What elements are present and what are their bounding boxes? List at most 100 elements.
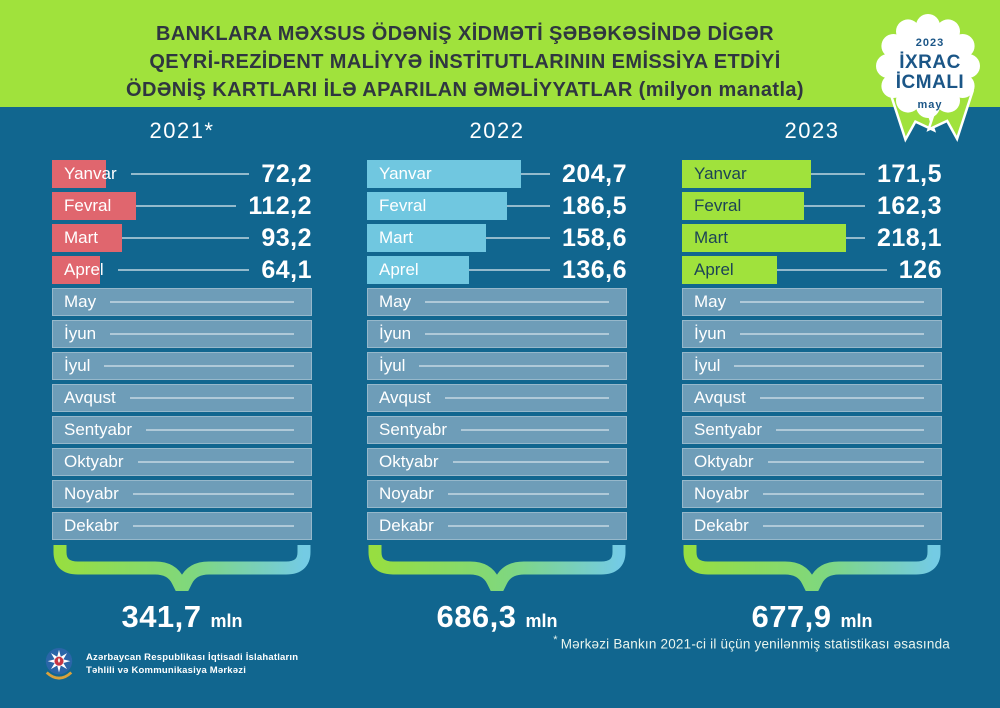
month-row-2023-Noyabr: Noyabr [682,480,942,508]
month-row-2021-Yanvar: Yanvar 72,2 [52,160,312,188]
month-label: Aprel [379,260,419,279]
title-line-3: ÖDƏNİŞ KARTLARI İLƏ APARILAN ƏMƏLİYYATLA… [126,79,804,101]
leader-line [146,429,294,431]
month-label: Avqust [64,388,116,407]
month-label: Yanvar [379,164,432,183]
badge-year: 2023 [915,37,945,49]
leader-line [425,301,609,303]
leader-line [767,461,924,463]
month-label: Aprel [694,260,734,279]
year-column-2023: 2023 Yanvar 171,5 Fevral 162,3 Mart 218,1 Aprel… [682,118,942,635]
month-row-2022-Yanvar: Yanvar 204,7 [367,160,627,188]
value-label: 171,5 [876,159,942,188]
badge-title-line1: İXRAC [899,52,961,73]
year-label-2023: 2023 [784,118,840,143]
year-total-number: 677,9 [751,599,832,634]
month-row-2022-Fevral: Fevral 186,5 [367,192,627,220]
leader-line [132,525,294,527]
month-row-2021-Sentyabr: Sentyabr [52,416,312,444]
leader-line [740,333,924,335]
footnote: * Mərkəzi Bankın 2021-ci il üçün yenilənm… [553,634,950,652]
value-label: 126 [898,255,942,284]
value-bar-2022-Aprel [367,256,470,284]
value-bar-2023-Fevral [682,192,804,220]
year-label-2022: 2022 [469,118,525,143]
month-label: Fevral [64,196,112,215]
footnote-marker: * [553,634,558,646]
month-row-2021-Avqust: Avqust [52,384,312,412]
month-label: Sentyabr [694,420,763,439]
sum-brace-2022 [367,538,627,596]
month-row-2021-Mart: Mart 93,2 [52,224,312,252]
month-row-2022-Mart: Mart 158,6 [367,224,627,252]
year-total-unit: mln [525,611,558,631]
month-row-2022-Avqust: Avqust [367,384,627,412]
badge-title-line2: İCMALI [895,72,965,93]
month-row-2023-Mart: Mart 218,1 [682,224,942,252]
year-total-unit: mln [840,611,873,631]
value-bar-2023-Mart [682,224,846,252]
month-label: Fevral [379,196,427,215]
month-row-2021-Dekabr: Dekabr [52,512,312,540]
month-label: Noyabr [694,484,749,503]
year-total-2022: 686,3 mln [367,599,627,635]
month-label: Mart [694,228,728,247]
leader-line [425,333,609,335]
month-label: Dekabr [694,516,749,535]
month-label: Mart [64,228,98,247]
year-column-2022: 2022 Yanvar 204,7 Fevral 186,5 Mart 158,6 Aprel… [367,118,627,635]
value-label: 93,2 [261,223,312,252]
value-label: 186,5 [561,191,627,220]
year-total-2021: 341,7 mln [52,599,312,635]
month-row-2022-Noyabr: Noyabr [367,480,627,508]
month-label: Oktyabr [694,452,754,471]
leader-line [132,493,294,495]
leader-line [444,397,609,399]
value-label: 112,2 [248,191,312,220]
month-label: Yanvar [694,164,747,183]
title-line-2: QEYRİ-REZİDENT MALİYYƏ İNSTİTUTLARININ E… [149,51,781,73]
month-row-2022-Dekabr: Dekabr [367,512,627,540]
value-bar-2022-Mart [367,224,486,252]
month-row-2022-Oktyabr: Oktyabr [367,448,627,476]
value-bar-2021-Yanvar [52,160,107,188]
month-row-2023-Yanvar: Yanvar 171,5 [682,160,942,188]
month-row-2021-Noyabr: Noyabr [52,480,312,508]
month-row-2023-May: May [682,288,942,316]
value-bar-2021-Aprel [52,256,101,284]
month-label: Oktyabr [379,452,439,471]
month-row-2021-Oktyabr: Oktyabr [52,448,312,476]
month-row-2022-İyun: İyun [367,320,627,348]
leader-line [461,429,609,431]
month-row-2022-Sentyabr: Sentyabr [367,416,627,444]
ixrac-icmali-badge: 2023 İXRAC İCMALI may [866,4,994,164]
page-title: BANKLARA MƏXSUS ÖDƏNİŞ XİDMƏTİ ŞƏBƏKƏSİN… [30,20,900,104]
leader-line [762,493,924,495]
month-label: Noyabr [379,484,434,503]
year-columns: 2021* Yanvar 72,2 Fevral 112,2 Mart 93,2 Aprel 6… [52,118,942,635]
organization-name-line2: Təhlili və Kommunikasiya Mərkəzi [86,665,247,676]
month-row-2022-İyul: İyul [367,352,627,380]
value-label: 204,7 [561,159,627,188]
month-row-2023-Avqust: Avqust [682,384,942,412]
month-label: İyun [64,324,97,343]
month-row-2021-İyul: İyul [52,352,312,380]
month-row-2022-Aprel: Aprel 136,6 [367,256,627,284]
leader-line [130,173,250,175]
month-row-2021-Fevral: Fevral 112,2 [52,192,312,220]
month-label: Dekabr [379,516,434,535]
header-band [0,0,1000,107]
month-label: Mart [379,228,413,247]
month-row-2023-Aprel: Aprel 126 [682,256,942,284]
month-label: Avqust [379,388,431,407]
month-row-2021-May: May [52,288,312,316]
month-row-2023-Fevral: Fevral 162,3 [682,192,942,220]
badge-scallop [876,14,980,118]
value-label: 64,1 [261,255,312,284]
leader-line [110,301,294,303]
month-row-2022-May: May [367,288,627,316]
leader-line [112,237,250,239]
leader-line [759,397,924,399]
month-label: Sentyabr [379,420,448,439]
leader-line [740,301,924,303]
